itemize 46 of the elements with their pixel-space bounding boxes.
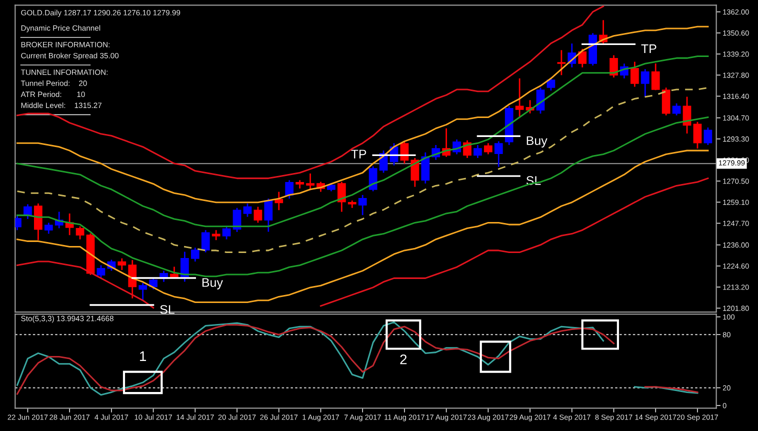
candlestick bbox=[285, 179, 294, 200]
candlestick bbox=[578, 48, 587, 68]
candlestick bbox=[693, 121, 702, 150]
candlestick bbox=[118, 258, 126, 271]
candlestick bbox=[662, 86, 670, 116]
candlestick bbox=[640, 68, 650, 98]
candlestick bbox=[515, 78, 524, 118]
candlestick bbox=[704, 126, 712, 146]
candlestick bbox=[264, 198, 273, 232]
candlestick bbox=[128, 259, 137, 300]
candlestick bbox=[368, 166, 378, 192]
series-label: Buy bbox=[526, 136, 548, 148]
candlestick bbox=[410, 157, 420, 188]
line-series bbox=[16, 150, 709, 304]
candlestick bbox=[149, 278, 158, 290]
candlestick bbox=[44, 222, 53, 234]
candlestick bbox=[421, 152, 430, 184]
candlestick bbox=[494, 140, 503, 168]
candlestick bbox=[484, 142, 492, 155]
annotation: 2 bbox=[400, 354, 407, 364]
candlestick bbox=[630, 61, 639, 88]
candlestick bbox=[337, 181, 346, 212]
candlestick bbox=[34, 202, 42, 241]
candlestick bbox=[201, 229, 210, 253]
candlestick bbox=[306, 172, 314, 191]
candlestick bbox=[546, 76, 556, 92]
candlestick bbox=[96, 264, 106, 279]
candlestick bbox=[243, 202, 252, 218]
candlestick bbox=[212, 229, 220, 241]
candlestick bbox=[222, 226, 231, 240]
candlestick bbox=[254, 206, 262, 224]
candlestick bbox=[474, 144, 482, 159]
candlestick bbox=[138, 282, 148, 301]
candlestick bbox=[651, 62, 660, 91]
series-label: Buy bbox=[202, 278, 223, 290]
candlestick bbox=[76, 226, 84, 240]
candlestick bbox=[24, 204, 32, 220]
candlestick bbox=[557, 49, 566, 76]
series-label: TP bbox=[641, 44, 656, 53]
annotation: 1 bbox=[140, 351, 146, 361]
candlestick bbox=[610, 54, 618, 78]
candlestick bbox=[358, 194, 367, 216]
candlestick bbox=[672, 102, 681, 116]
series-label: TP bbox=[351, 150, 366, 158]
candlestick bbox=[190, 246, 200, 262]
candlestick bbox=[180, 251, 189, 282]
